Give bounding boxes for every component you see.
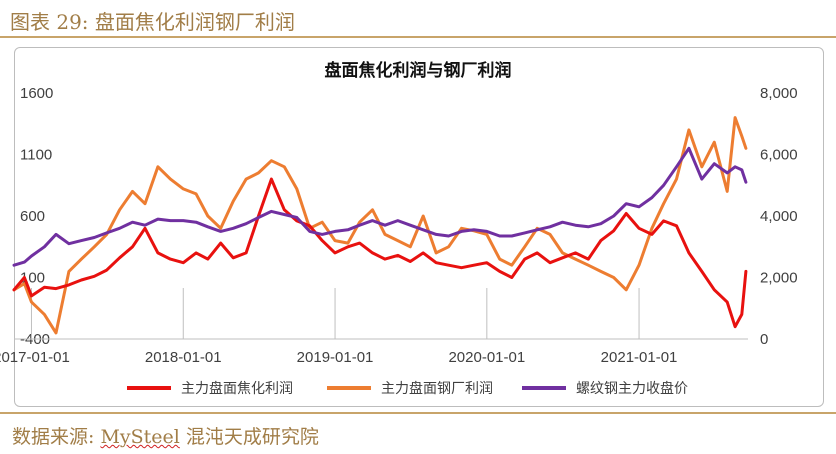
source-note: 数据来源: MySteel 混沌天成研究院 xyxy=(12,422,319,449)
rebar-price-line xyxy=(12,146,748,267)
right-tick-label: 2,000 xyxy=(760,270,798,287)
x-tick-label: 2017-01-01 xyxy=(0,349,70,366)
x-tick-label: 2018-01-01 xyxy=(145,349,222,366)
right-tick-label: 4,000 xyxy=(760,208,798,225)
legend-label: 主力盘面钢厂利润 xyxy=(381,380,493,397)
legend-label: 主力盘面焦化利润 xyxy=(181,380,293,397)
right-axis: 8,000 6,000 4,000 2,000 0 xyxy=(760,85,798,348)
chart-frame xyxy=(14,47,824,407)
x-axis: 2017-01-01 2018-01-01 2019-01-01 2020-01-01… xyxy=(0,288,677,366)
source-label: 数据来源: xyxy=(12,426,101,448)
coking-profit-line xyxy=(12,177,748,329)
legend: 主力盘面焦化利润 主力盘面钢厂利润 螺纹钢主力收盘价 xyxy=(127,380,688,397)
source-brand: MySteel xyxy=(100,426,180,448)
source-institute: 混沌天成研究院 xyxy=(179,426,319,448)
right-tick-label: 8,000 xyxy=(760,85,798,102)
x-tick-label: 2019-01-01 xyxy=(297,349,374,366)
figure-title: 图表 29: 盘面焦化利润钢厂利润 xyxy=(10,6,295,35)
legend-label: 螺纹钢主力收盘价 xyxy=(576,380,688,397)
figure-footer: 数据来源: MySteel 混沌天成研究院 xyxy=(0,412,836,454)
figure-number: 图表 29: xyxy=(10,10,89,34)
left-tick-label: 1100 xyxy=(20,147,52,164)
steel-profit-line xyxy=(12,116,748,335)
right-tick-label: 6,000 xyxy=(760,147,798,164)
chart-title: 盘面焦化利润与钢厂利润 xyxy=(325,60,512,81)
figure-header: 图表 29: 盘面焦化利润钢厂利润 xyxy=(0,0,836,38)
right-tick-label: 0 xyxy=(760,331,768,348)
left-tick-label: 600 xyxy=(20,208,45,225)
left-tick-label: 1600 xyxy=(20,85,53,102)
series-layer xyxy=(12,116,748,335)
x-tick-label: 2020-01-01 xyxy=(448,349,525,366)
x-tick-label: 2021-01-01 xyxy=(601,349,678,366)
figure-caption: 盘面焦化利润钢厂利润 xyxy=(94,10,295,34)
